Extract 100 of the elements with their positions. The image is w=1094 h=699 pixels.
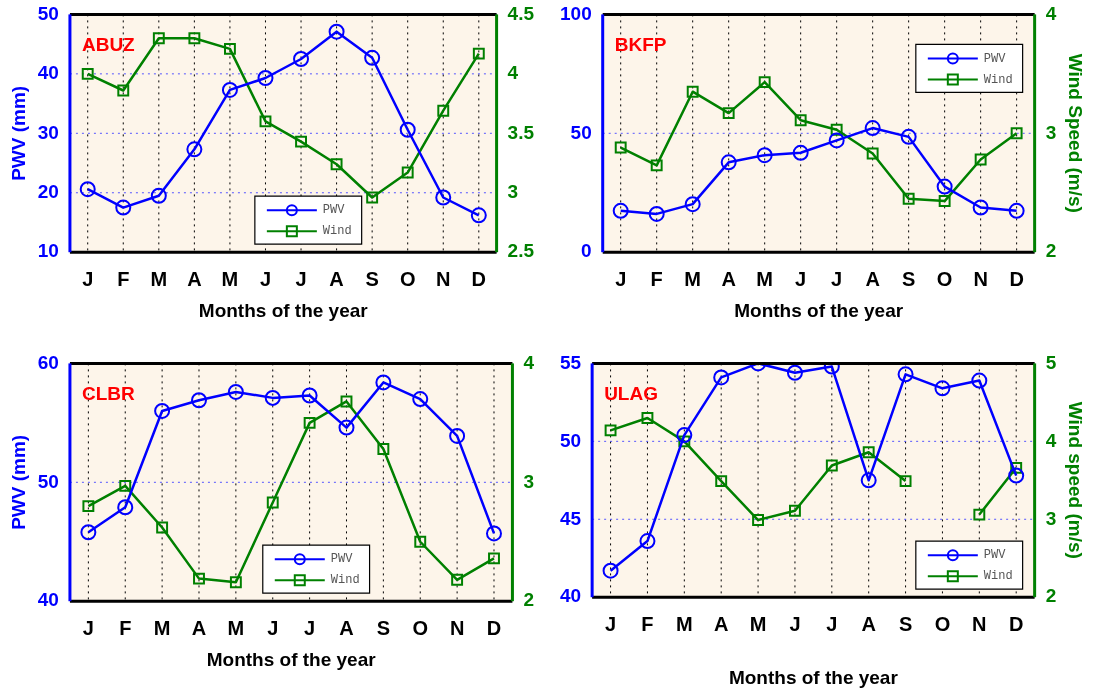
point — [117, 84, 130, 97]
y2-tick-label: 2 — [1045, 585, 1057, 607]
y-tick-label: 50 — [559, 429, 582, 451]
point — [648, 205, 665, 222]
point — [828, 132, 845, 149]
x-tick-label: M — [150, 267, 168, 290]
point — [1010, 461, 1023, 474]
point — [862, 446, 875, 459]
y2-tick-label: 5 — [1045, 351, 1057, 373]
point — [860, 472, 877, 489]
point — [301, 387, 318, 404]
y-tick-label: 20 — [37, 180, 59, 202]
y-tick-label: 0 — [581, 240, 592, 262]
y2-tick-label: 4.5 — [507, 2, 535, 24]
point — [150, 187, 167, 204]
x-tick-label: O — [399, 267, 416, 290]
x-tick-label: A — [329, 267, 344, 290]
legend-label: Wind — [330, 573, 360, 588]
legend-label: PWV — [983, 51, 1007, 66]
legend-label: PWV — [983, 548, 1007, 563]
point — [938, 195, 951, 208]
x-tick-label: N — [972, 612, 987, 635]
point — [1008, 202, 1025, 219]
y2-axis-title: Wind Speed (m/s) — [1065, 53, 1087, 213]
point — [686, 85, 699, 98]
x-axis-title: Months of the year — [734, 299, 904, 321]
point — [435, 189, 452, 206]
point — [264, 389, 281, 406]
point — [720, 154, 737, 171]
y-tick-label: 100 — [560, 2, 592, 24]
point — [82, 500, 95, 513]
point — [156, 521, 169, 534]
point — [897, 366, 914, 383]
x-tick-label: M — [684, 267, 702, 290]
point — [864, 120, 881, 137]
point — [412, 391, 429, 408]
x-tick-label: M — [227, 616, 245, 639]
point — [186, 141, 203, 158]
x-tick-label: S — [376, 616, 391, 639]
x-tick-label: M — [153, 616, 171, 639]
x-tick-label: N — [449, 616, 465, 639]
point — [266, 496, 279, 509]
x-tick-label: J — [831, 267, 843, 290]
x-axis-title: Months of the year — [198, 299, 369, 321]
point — [899, 475, 912, 488]
point — [401, 166, 414, 179]
point — [604, 424, 617, 437]
point — [936, 178, 953, 195]
point — [676, 427, 693, 444]
point — [472, 47, 485, 60]
y-tick-label: 60 — [37, 351, 59, 373]
point — [293, 50, 310, 67]
x-tick-label: F — [650, 267, 663, 290]
point — [974, 153, 987, 166]
point — [330, 158, 343, 171]
x-tick-label: J — [789, 612, 801, 635]
x-tick-label: M — [221, 267, 239, 290]
y-tick-label: 40 — [37, 589, 59, 611]
y2-tick-label: 3 — [1045, 121, 1057, 143]
point — [1010, 127, 1023, 140]
x-axis-title: Months of the year — [728, 666, 899, 688]
point — [188, 32, 201, 45]
point — [684, 196, 701, 213]
point — [117, 499, 134, 516]
annotation: BKFP — [614, 34, 667, 56]
y-tick-label: 50 — [37, 470, 59, 492]
point — [639, 533, 656, 550]
point — [641, 412, 654, 424]
point — [470, 207, 487, 224]
x-tick-label: F — [117, 267, 130, 290]
x-tick-label: A — [861, 612, 876, 635]
point — [399, 121, 416, 138]
x-tick-label: J — [304, 616, 316, 639]
x-tick-label: D — [486, 616, 502, 639]
x-tick-label: M — [749, 612, 767, 635]
x-tick-label: J — [795, 267, 807, 290]
y2-tick-label: 4 — [507, 62, 519, 84]
annotation: ABUZ — [81, 34, 136, 56]
point — [303, 416, 316, 429]
point — [257, 70, 274, 87]
point — [715, 475, 728, 488]
point — [866, 147, 879, 160]
x-tick-label: O — [412, 616, 429, 639]
point — [437, 104, 450, 117]
y-tick-label: 10 — [37, 240, 59, 262]
y2-tick-label: 3.5 — [507, 121, 535, 143]
point — [756, 147, 773, 164]
point — [80, 524, 97, 541]
point — [364, 49, 381, 66]
x-tick-label: O — [936, 267, 953, 290]
point — [449, 427, 466, 444]
point — [338, 419, 355, 436]
y-tick-label: 50 — [570, 121, 592, 143]
y-tick-label: 40 — [559, 585, 582, 607]
y2-tick-label: 2.5 — [507, 240, 535, 262]
y2-tick-label: 2 — [1045, 240, 1057, 262]
point — [328, 23, 345, 40]
point — [414, 535, 427, 548]
x-tick-label: J — [615, 267, 627, 290]
x-tick-label: A — [187, 267, 202, 290]
